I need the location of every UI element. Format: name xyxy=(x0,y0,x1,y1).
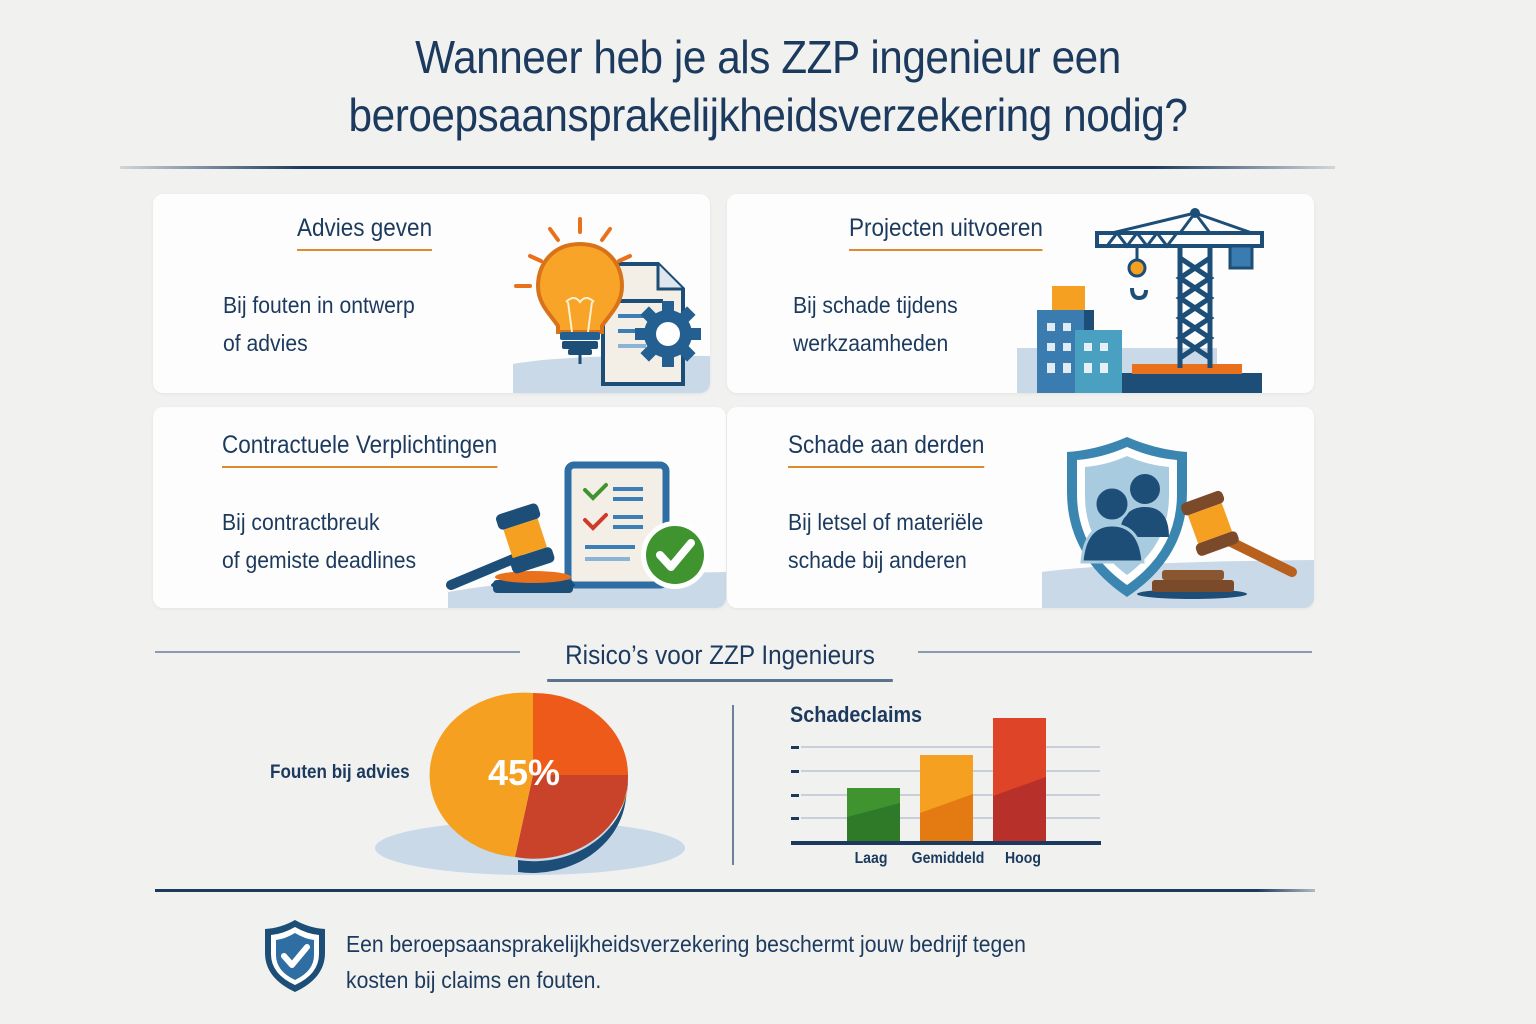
card-schade-aan-derden: Schade aan derden Bij letsel of materiël… xyxy=(727,407,1314,608)
shield-check-icon xyxy=(265,920,325,992)
card-text: Bij fouten in ontwerp of advies xyxy=(223,292,415,356)
card-text: Bij letsel of materiële schade bij ander… xyxy=(788,509,984,573)
title-line-1: Wanneer heb je als ZZP ingenieur een xyxy=(415,31,1121,83)
card-contractuele-verplichtingen: Contractuele Verplichtingen Bij contract… xyxy=(153,407,726,608)
lightbulb-document-gear-icon xyxy=(513,217,710,393)
footer-text: Een beroepsaansprakelijkheidsverzekering… xyxy=(346,931,1026,993)
gavel-checklist-icon xyxy=(446,461,726,608)
shield-people-gavel-icon xyxy=(1042,437,1314,608)
footer-divider xyxy=(155,889,1315,892)
bar-chart-title: Schadeclaims xyxy=(790,702,923,727)
bar-category-laag: Laag xyxy=(854,850,888,867)
pie-value: 45% xyxy=(488,752,561,793)
card-text: Bij schade tijdens werkzaamheden xyxy=(793,292,958,356)
pie-chart xyxy=(375,692,685,875)
card-heading: Projecten uitvoeren xyxy=(849,214,1043,251)
bar-category-hoog: Hoog xyxy=(1005,850,1041,867)
card-heading: Advies geven xyxy=(297,214,433,251)
bar-chart xyxy=(791,718,1101,845)
section-rule-right xyxy=(918,651,1312,653)
card-heading: Contractuele Verplichtingen xyxy=(222,431,498,468)
card-text: Bij contractbreuk of gemiste deadlines xyxy=(222,509,417,573)
title-divider xyxy=(120,166,1335,169)
title-line-2: beroepsaansprakelijkheidsverzekering nod… xyxy=(348,89,1188,141)
pie-label: Fouten bij advies xyxy=(270,762,410,783)
vertical-divider xyxy=(732,705,734,865)
crane-buildings-icon xyxy=(1017,208,1264,393)
section-title-risks: Risico’s voor ZZP Ingenieurs xyxy=(547,640,893,682)
section-rule-left xyxy=(155,651,520,653)
card-advies-geven: Advies geven Bij fouten in ontwerp of ad… xyxy=(153,194,710,393)
card-projecten-uitvoeren: Projecten uitvoeren Bij schade tijdens w… xyxy=(727,194,1314,393)
page-title: Wanneer heb je als ZZP ingenieur een ber… xyxy=(61,28,1474,144)
bar-category-gemiddeld: Gemiddeld xyxy=(911,850,985,867)
card-heading: Schade aan derden xyxy=(788,431,985,468)
